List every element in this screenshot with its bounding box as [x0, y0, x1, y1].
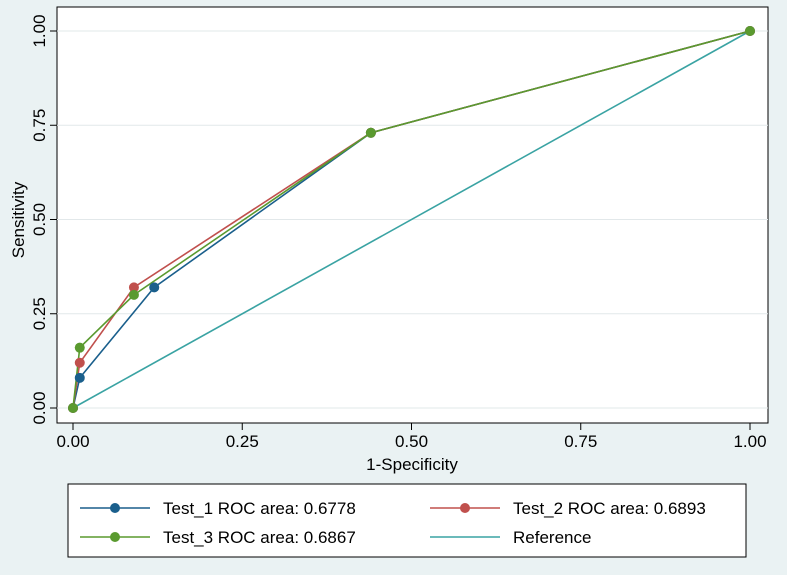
series-2-point-2 [128, 289, 139, 300]
series-0-point-2 [149, 282, 160, 293]
legend: Test_1 ROC area: 0.6778 Test_2 ROC area: … [67, 483, 747, 558]
series-2-point-4 [745, 26, 755, 36]
axes: 0.00 0.25 0.50 0.75 1.00 0.00 0.25 0.50 0.75 1.00 [30, 14, 767, 451]
legend-marker-2 [110, 532, 120, 542]
y-tick-label-0: 0.00 [30, 391, 49, 424]
legend-label-0: Test_1 ROC area: 0.6778 [163, 499, 356, 518]
legend-label-3: Reference [513, 528, 591, 547]
series-2-point-3 [365, 127, 376, 138]
x-tick-label-1: 0.25 [226, 432, 259, 451]
legend-label-1: Test_2 ROC area: 0.6893 [513, 499, 706, 518]
series-2-point-0 [68, 403, 78, 413]
series-1-point-2 [128, 282, 139, 293]
x-tick-label-4: 1.00 [733, 432, 766, 451]
y-tick-label-2: 0.50 [30, 203, 49, 236]
series-layer [68, 26, 755, 413]
x-tick-label-0: 0.00 [56, 432, 89, 451]
x-axis-title: 1-Specificity [366, 455, 458, 474]
y-tick-label-3: 0.75 [30, 109, 49, 142]
y-tick-label-4: 1.00 [30, 14, 49, 47]
x-tick-label-3: 0.75 [564, 432, 597, 451]
legend-marker-0 [110, 503, 120, 513]
legend-marker-1 [460, 503, 470, 513]
y-axis-title: Sensitivity [9, 181, 28, 258]
x-tick-label-2: 0.50 [395, 432, 428, 451]
series-0-point-1 [74, 372, 85, 383]
legend-box [67, 483, 747, 558]
plot-area [56, 6, 769, 424]
legend-label-2: Test_3 ROC area: 0.6867 [163, 528, 356, 547]
series-2-point-1 [74, 342, 85, 353]
series-line-3 [72, 30, 751, 409]
series-1-point-1 [74, 357, 85, 368]
y-tick-label-1: 0.25 [30, 297, 49, 330]
